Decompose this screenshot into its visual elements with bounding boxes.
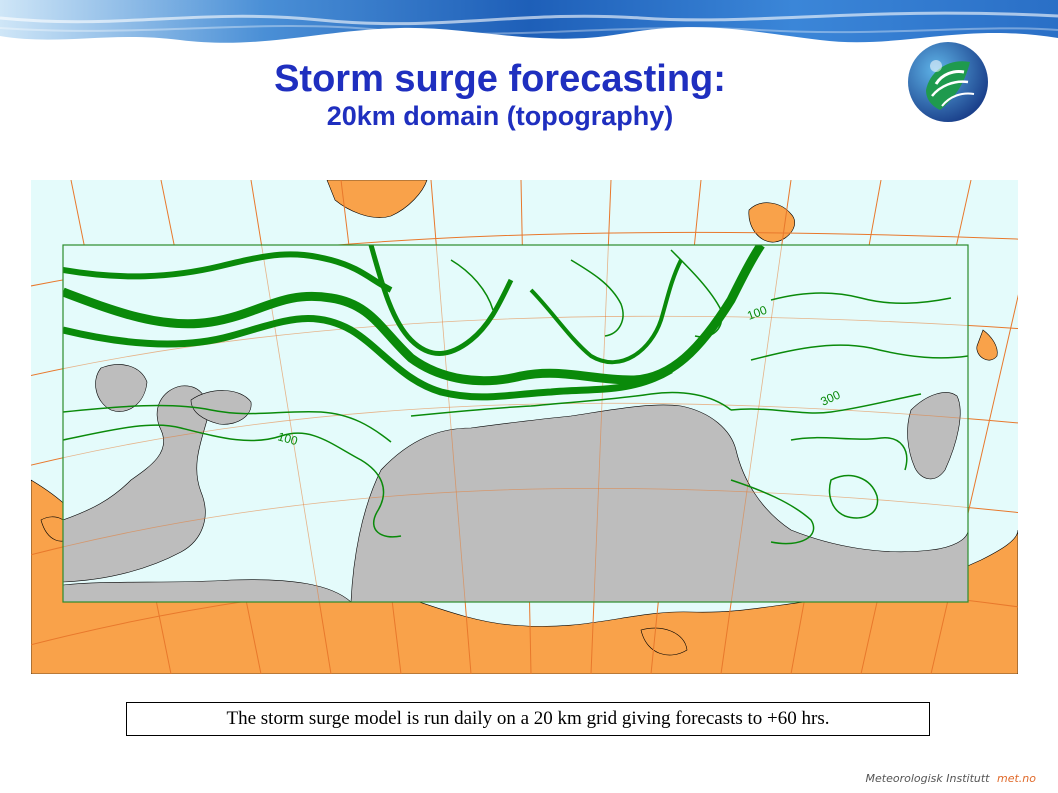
footer-org: Meteorologisk Institutt bbox=[865, 772, 990, 785]
contour-label-east: 100 bbox=[745, 303, 769, 323]
model-domain-border bbox=[62, 244, 969, 603]
topography-map: 100 300 100 bbox=[31, 180, 1018, 674]
footer-brand: met.no bbox=[997, 772, 1036, 785]
slide-subtitle: 20km domain (topography) bbox=[326, 101, 674, 131]
met-globe-logo-icon bbox=[908, 42, 988, 122]
bathymetry-contours bbox=[63, 245, 968, 545]
footer: Meteorologisk Institutt met.no bbox=[866, 772, 1036, 785]
title-block: Storm surge forecasting: 20km domain (to… bbox=[150, 58, 850, 132]
wave-banner bbox=[0, 0, 1058, 43]
map-caption: The storm surge model is run daily on a … bbox=[126, 702, 930, 736]
domain-land bbox=[63, 364, 968, 602]
contour-label-west: 100 bbox=[276, 429, 299, 448]
slide-title: Storm surge forecasting: bbox=[274, 58, 726, 100]
